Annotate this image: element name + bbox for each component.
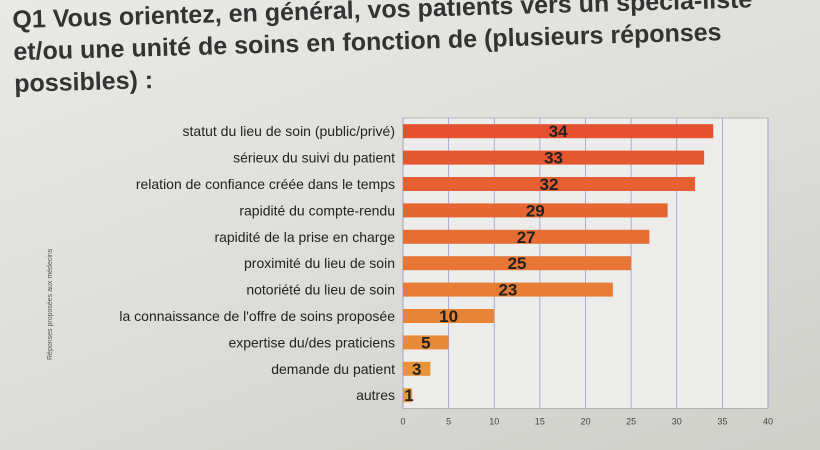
bar <box>403 177 695 191</box>
category-label: rapidité de la prise en charge <box>214 229 395 245</box>
data-label: 23 <box>498 281 517 300</box>
bar <box>403 256 632 271</box>
data-label: 25 <box>508 254 527 273</box>
data-label: 34 <box>549 122 568 141</box>
bar <box>403 361 431 376</box>
bar <box>403 124 714 139</box>
bar <box>403 282 613 297</box>
x-tick-label: 25 <box>626 416 636 426</box>
x-tick-label: 30 <box>672 416 682 426</box>
category-label: notoriété du lieu de soin <box>246 282 395 298</box>
x-tick-label: 15 <box>535 416 545 426</box>
category-label: proximité du lieu de soin <box>244 255 395 271</box>
category-label: demande du patient <box>271 361 395 377</box>
category-label: rapidité du compte-rendu <box>239 202 395 218</box>
x-tick-label: 35 <box>717 416 727 426</box>
data-label: 1 <box>404 386 413 405</box>
data-label: 29 <box>526 201 545 220</box>
data-label: 3 <box>412 360 421 379</box>
bar <box>403 335 449 350</box>
data-label: 5 <box>421 333 430 352</box>
category-label: la connaissance de l'offre de soins prop… <box>119 308 395 324</box>
bar <box>403 229 650 244</box>
x-tick-label: 40 <box>763 416 773 426</box>
bar <box>403 203 668 218</box>
data-label: 10 <box>439 307 458 326</box>
category-label: sérieux du suivi du patient <box>233 150 395 166</box>
x-tick-label: 10 <box>489 416 499 426</box>
x-tick-label: 5 <box>446 416 451 426</box>
data-label: 33 <box>544 149 563 168</box>
category-label: statut du lieu de soin (public/privé) <box>183 123 395 139</box>
bar <box>403 309 495 323</box>
category-label: relation de confiance créée dans le temp… <box>136 176 395 192</box>
bar <box>403 388 413 403</box>
x-tick-label: 20 <box>580 416 590 426</box>
category-label: autres <box>356 387 395 403</box>
x-tick-label: 0 <box>400 416 405 426</box>
category-label: expertise du/des praticiens <box>228 334 395 350</box>
bar <box>403 150 705 165</box>
data-label: 27 <box>517 228 536 247</box>
data-label: 32 <box>540 175 559 194</box>
